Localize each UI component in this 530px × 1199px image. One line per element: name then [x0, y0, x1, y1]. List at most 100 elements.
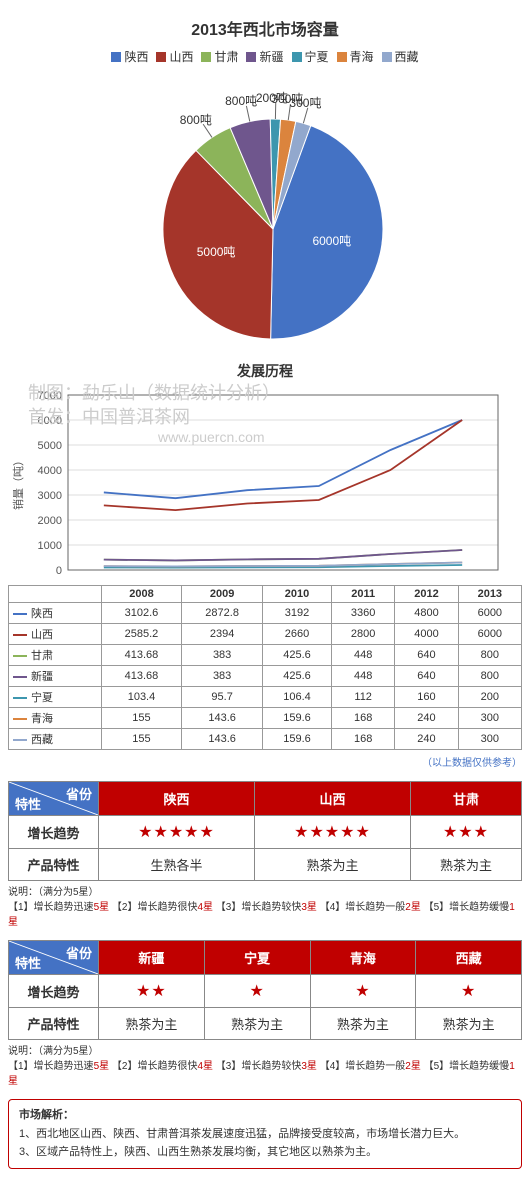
table-cell: 425.6 [262, 645, 331, 666]
char-row: 产品特性熟茶为主熟茶为主熟茶为主熟茶为主 [9, 1008, 522, 1040]
table-cell: 413.68 [101, 645, 182, 666]
characteristic-tables: 省份特性陕西山西甘肃增长趋势★★★★★★★★★★★★★产品特性生熟各半熟茶为主熟… [8, 781, 522, 1089]
line-series [104, 550, 462, 560]
line-chart: 01000200030004000500060007000销量（吨） [8, 385, 522, 585]
table-cell: 413.68 [101, 666, 182, 687]
table-cell: 240 [395, 708, 458, 729]
svg-text:销量（吨）: 销量（吨） [11, 455, 25, 510]
char-legend-note: 说明：（满分为5星）【1】增长趋势迅速5星 【2】增长趋势很快4星 【3】增长趋… [8, 885, 522, 930]
pie-slice-label: 6000吨 [312, 232, 351, 249]
table-cell: 159.6 [262, 729, 331, 750]
analysis-head: 市场解析： [19, 1109, 74, 1121]
pie-slice-label: 300吨 [289, 94, 321, 111]
table-cell: 103.4 [101, 687, 182, 708]
table-cell: 425.6 [262, 666, 331, 687]
table-cell: 640 [395, 645, 458, 666]
table-cell: 448 [332, 666, 395, 687]
svg-text:7000: 7000 [38, 390, 62, 402]
table-cell: 143.6 [182, 708, 263, 729]
char-text-cell: 熟茶为主 [99, 1008, 205, 1040]
legend-item: 陕西 [111, 48, 148, 65]
data-table: 200820092010201120122013陕西3102.62872.831… [8, 585, 522, 750]
legend-item: 西藏 [382, 48, 419, 65]
table-cell: 95.7 [182, 687, 263, 708]
legend-swatch [382, 52, 392, 62]
char-province-header: 甘肃 [410, 782, 521, 816]
table-row-head: 甘肃 [9, 645, 102, 666]
table-cell: 4000 [395, 624, 458, 645]
table-year-header: 2011 [332, 586, 395, 603]
char-text-cell: 熟茶为主 [410, 849, 521, 881]
svg-text:6000: 6000 [38, 415, 62, 427]
table-cell: 2585.2 [101, 624, 182, 645]
table-cell: 112 [332, 687, 395, 708]
table-cell: 200 [458, 687, 521, 708]
line-section: 发展历程 制图：勐乐山（数据统计分析） 首发：中国普洱茶网 www.puercn… [8, 361, 522, 769]
table-row: 甘肃413.68383425.6448640800 [9, 645, 522, 666]
table-corner [9, 586, 102, 603]
char-stars-cell: ★ [416, 975, 522, 1008]
table-cell: 2660 [262, 624, 331, 645]
pie-slice-label: 5000吨 [197, 243, 236, 260]
table-cell: 159.6 [262, 708, 331, 729]
char-row-head: 增长趋势 [9, 975, 99, 1008]
table-cell: 143.6 [182, 729, 263, 750]
table-cell: 168 [332, 708, 395, 729]
table-cell: 2800 [332, 624, 395, 645]
pie-slice-label: 800吨 [180, 111, 212, 128]
table-cell: 106.4 [262, 687, 331, 708]
table-year-header: 2008 [101, 586, 182, 603]
legend-swatch [111, 52, 121, 62]
table-row-head: 青海 [9, 708, 102, 729]
char-text-cell: 生熟各半 [99, 849, 255, 881]
pie-legend: 陕西山西甘肃新疆宁夏青海西藏 [8, 48, 522, 65]
table-cell: 2394 [182, 624, 263, 645]
table-cell: 155 [101, 708, 182, 729]
char-row-head: 产品特性 [9, 849, 99, 881]
char-province-header: 新疆 [99, 941, 205, 975]
char-stars-cell: ★★★★★ [99, 816, 255, 849]
line-series [104, 420, 462, 498]
char-province-header: 青海 [310, 941, 416, 975]
table-cell: 800 [458, 645, 521, 666]
char-stars-cell: ★ [204, 975, 310, 1008]
svg-text:4000: 4000 [38, 465, 62, 477]
legend-item: 宁夏 [292, 48, 329, 65]
legend-item: 新疆 [246, 48, 283, 65]
legend-item: 青海 [337, 48, 374, 65]
analysis-line-1: 1、西北地区山西、陕西、甘肃普洱茶发展速度迅猛，品牌接受度较高，市场增长潜力巨大… [19, 1128, 465, 1140]
table-year-header: 2009 [182, 586, 263, 603]
table-row-head: 宁夏 [9, 687, 102, 708]
legend-item: 甘肃 [201, 48, 238, 65]
table-cell: 300 [458, 729, 521, 750]
table-cell: 800 [458, 666, 521, 687]
legend-swatch [337, 52, 347, 62]
char-stars-cell: ★★★★★ [254, 816, 410, 849]
char-table: 省份特性新疆宁夏青海西藏增长趋势★★★★★产品特性熟茶为主熟茶为主熟茶为主熟茶为… [8, 940, 522, 1040]
char-row-head: 产品特性 [9, 1008, 99, 1040]
line-title: 发展历程 [8, 361, 522, 381]
char-stars-cell: ★ [310, 975, 416, 1008]
table-year-header: 2013 [458, 586, 521, 603]
table-row-head: 新疆 [9, 666, 102, 687]
pie-slice-label: 800吨 [225, 92, 257, 109]
char-text-cell: 熟茶为主 [310, 1008, 416, 1040]
svg-text:0: 0 [56, 565, 62, 577]
svg-text:2000: 2000 [38, 515, 62, 527]
legend-swatch [292, 52, 302, 62]
table-cell: 155 [101, 729, 182, 750]
legend-swatch [246, 52, 256, 62]
table-row-head: 陕西 [9, 603, 102, 624]
table-row: 宁夏103.495.7106.4112160200 [9, 687, 522, 708]
char-text-cell: 熟茶为主 [254, 849, 410, 881]
char-stars-cell: ★★ [99, 975, 205, 1008]
char-province-header: 山西 [254, 782, 410, 816]
table-cell: 6000 [458, 603, 521, 624]
legend-swatch [201, 52, 211, 62]
table-cell: 3360 [332, 603, 395, 624]
table-row: 陕西3102.62872.83192336048006000 [9, 603, 522, 624]
char-province-header: 陕西 [99, 782, 255, 816]
legend-swatch [156, 52, 166, 62]
table-cell: 640 [395, 666, 458, 687]
char-table: 省份特性陕西山西甘肃增长趋势★★★★★★★★★★★★★产品特性生熟各半熟茶为主熟… [8, 781, 522, 881]
